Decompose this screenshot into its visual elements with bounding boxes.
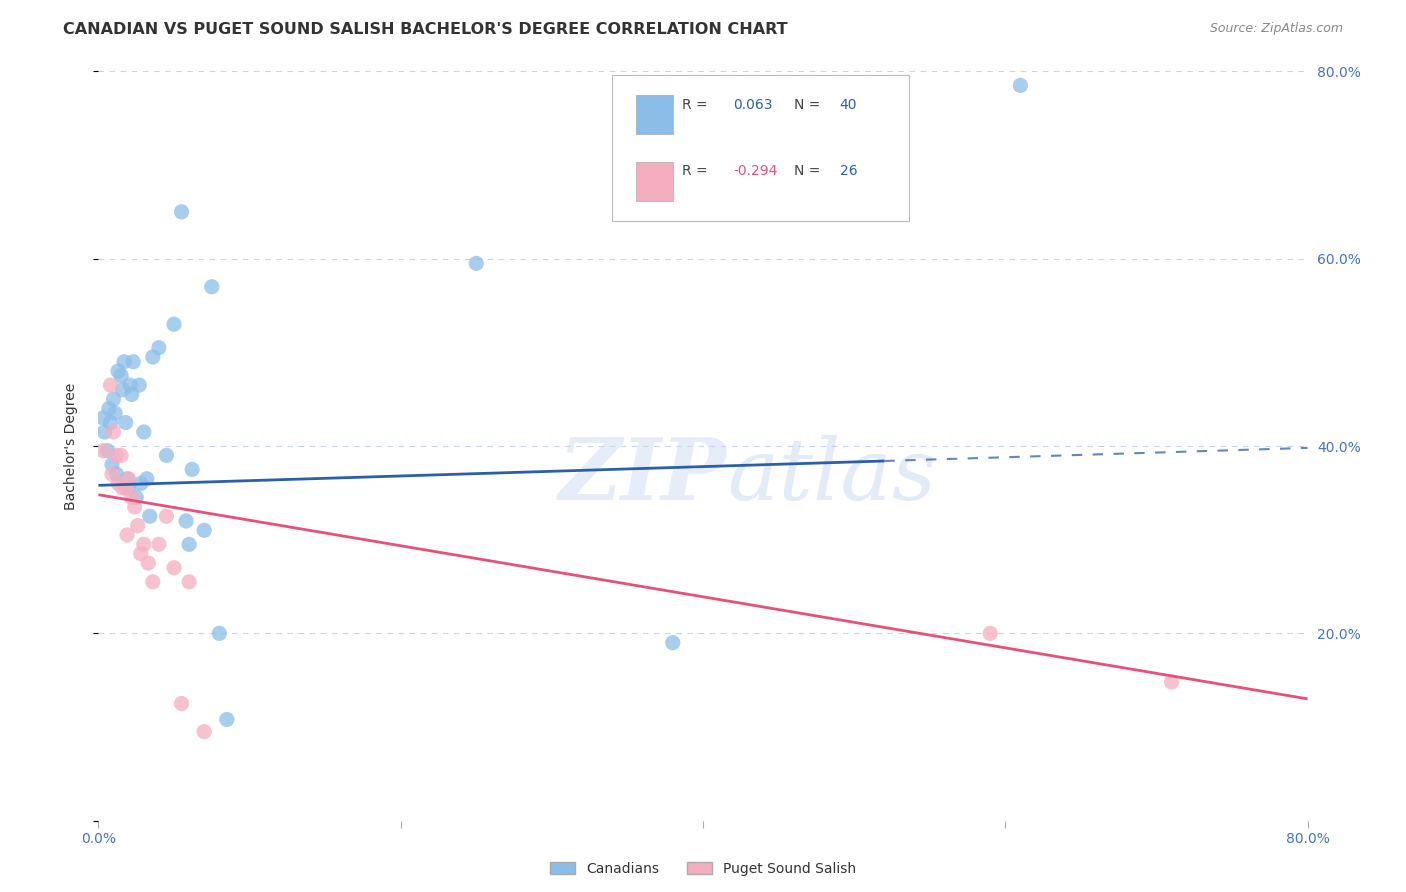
FancyBboxPatch shape — [637, 162, 672, 201]
Text: Source: ZipAtlas.com: Source: ZipAtlas.com — [1209, 22, 1343, 36]
Point — [115, 472, 138, 486]
Point — [93, 425, 115, 439]
Point — [208, 626, 231, 640]
Point — [114, 481, 136, 495]
Point — [174, 514, 197, 528]
Point — [979, 626, 1001, 640]
Text: CANADIAN VS PUGET SOUND SALISH BACHELOR'S DEGREE CORRELATION CHART: CANADIAN VS PUGET SOUND SALISH BACHELOR'… — [63, 22, 787, 37]
Point — [136, 556, 159, 570]
FancyBboxPatch shape — [637, 95, 672, 134]
Point — [155, 449, 177, 463]
Point — [103, 425, 125, 439]
Point — [110, 449, 132, 463]
Point — [129, 476, 152, 491]
Text: 40: 40 — [839, 97, 858, 112]
Point — [155, 509, 177, 524]
Point — [115, 528, 138, 542]
Point — [121, 491, 143, 505]
Point — [98, 401, 121, 416]
Point — [127, 518, 149, 533]
Point — [101, 467, 124, 482]
Point — [96, 443, 118, 458]
Point — [107, 364, 129, 378]
Point — [170, 697, 193, 711]
FancyBboxPatch shape — [613, 75, 908, 221]
Point — [125, 491, 148, 505]
Point — [139, 509, 162, 524]
Point — [110, 368, 132, 383]
Point — [179, 574, 201, 589]
Text: R =: R = — [682, 97, 709, 112]
Point — [163, 561, 186, 575]
Point — [193, 524, 215, 538]
Point — [142, 350, 165, 364]
Text: N =: N = — [793, 163, 820, 178]
Legend: Canadians, Puget Sound Salish: Canadians, Puget Sound Salish — [544, 856, 862, 881]
Point — [1160, 675, 1182, 690]
Point — [118, 481, 141, 495]
Point — [124, 500, 146, 514]
Text: ZIP: ZIP — [560, 434, 727, 517]
Point — [111, 481, 134, 495]
Point — [129, 547, 152, 561]
Point — [465, 256, 488, 270]
Point — [105, 449, 128, 463]
Text: N =: N = — [793, 97, 820, 112]
Point — [101, 458, 124, 472]
Text: 0.063: 0.063 — [734, 97, 773, 112]
Point — [114, 416, 136, 430]
Point — [193, 724, 215, 739]
Point — [91, 443, 114, 458]
Point — [661, 635, 683, 649]
Point — [112, 355, 135, 369]
Text: 26: 26 — [839, 163, 858, 178]
Point — [128, 378, 150, 392]
Point — [105, 467, 128, 482]
Point — [163, 318, 186, 332]
Point — [179, 537, 201, 551]
Point — [148, 537, 170, 551]
Point — [91, 411, 114, 425]
Text: R =: R = — [682, 163, 709, 178]
Point — [170, 205, 193, 219]
Point — [148, 341, 170, 355]
Point — [1010, 78, 1032, 93]
Point — [104, 406, 127, 420]
Point — [201, 280, 224, 294]
Point — [122, 355, 145, 369]
Point — [120, 378, 142, 392]
Point — [181, 462, 204, 476]
Y-axis label: Bachelor's Degree: Bachelor's Degree — [63, 383, 77, 509]
Text: -0.294: -0.294 — [734, 163, 778, 178]
Point — [100, 378, 122, 392]
Point — [132, 537, 155, 551]
Point — [121, 387, 143, 401]
Point — [103, 392, 125, 407]
Point — [142, 574, 165, 589]
Text: atlas: atlas — [727, 434, 936, 517]
Point — [132, 425, 155, 439]
Point — [135, 472, 157, 486]
Point — [111, 383, 134, 397]
Point — [118, 472, 141, 486]
Point — [215, 713, 238, 727]
Point — [107, 476, 129, 491]
Point — [100, 416, 122, 430]
